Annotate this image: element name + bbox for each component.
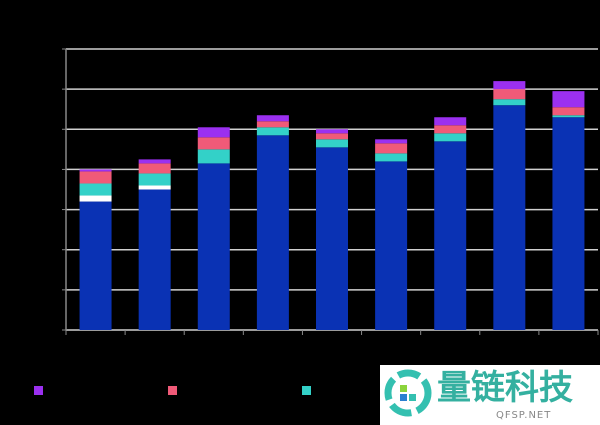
bar-segment — [138, 159, 171, 164]
bar-segment — [434, 125, 467, 134]
bar-segment — [493, 89, 526, 100]
bar-segment — [138, 173, 171, 186]
bar-segment — [138, 185, 171, 190]
bar-segment — [316, 133, 348, 140]
bar-segment — [552, 117, 585, 330]
bar-segment — [375, 139, 408, 144]
bar-segment — [552, 115, 585, 118]
bar-segment — [316, 139, 348, 148]
plot — [34, 48, 599, 395]
legend-swatch — [34, 386, 43, 395]
bar-segment — [79, 169, 112, 172]
bar-segment — [375, 161, 408, 330]
watermark-subtitle: QFSP.NET — [496, 410, 551, 421]
watermark: 量链科技 QFSP.NET — [380, 365, 600, 425]
bar-segment — [197, 163, 230, 330]
bar-segment — [197, 137, 230, 150]
bar-segment — [197, 149, 230, 164]
bar-segment — [256, 121, 289, 128]
bar-segment — [79, 201, 112, 330]
bar-segment — [316, 129, 348, 134]
bar-segment — [375, 153, 408, 162]
bar-segment — [375, 143, 408, 154]
bar-segment — [256, 127, 289, 136]
bar-segment — [493, 99, 526, 106]
logo-square — [400, 385, 407, 392]
bar-segment — [79, 171, 112, 184]
bar-segment — [197, 127, 230, 138]
bar-segment — [552, 91, 585, 108]
logo-square — [400, 394, 407, 401]
watermark-title: 量链科技 — [437, 368, 573, 408]
legend-swatch — [168, 386, 177, 395]
bar-segment — [256, 115, 289, 122]
bar-segment — [434, 117, 467, 126]
bar-segment — [79, 195, 112, 202]
bar-segment — [552, 107, 585, 116]
bar-segment — [493, 105, 526, 330]
bar-segment — [79, 183, 112, 196]
legend-swatch — [302, 386, 311, 395]
bar-segment — [256, 135, 289, 330]
bar-segment — [316, 147, 348, 330]
logo-ring — [384, 369, 432, 417]
bar-segment — [493, 81, 526, 90]
bar-segment — [138, 163, 171, 174]
bar-segment — [434, 141, 467, 330]
bar-segment — [434, 133, 467, 142]
bar-segment — [138, 189, 171, 330]
logo-square — [409, 394, 416, 401]
